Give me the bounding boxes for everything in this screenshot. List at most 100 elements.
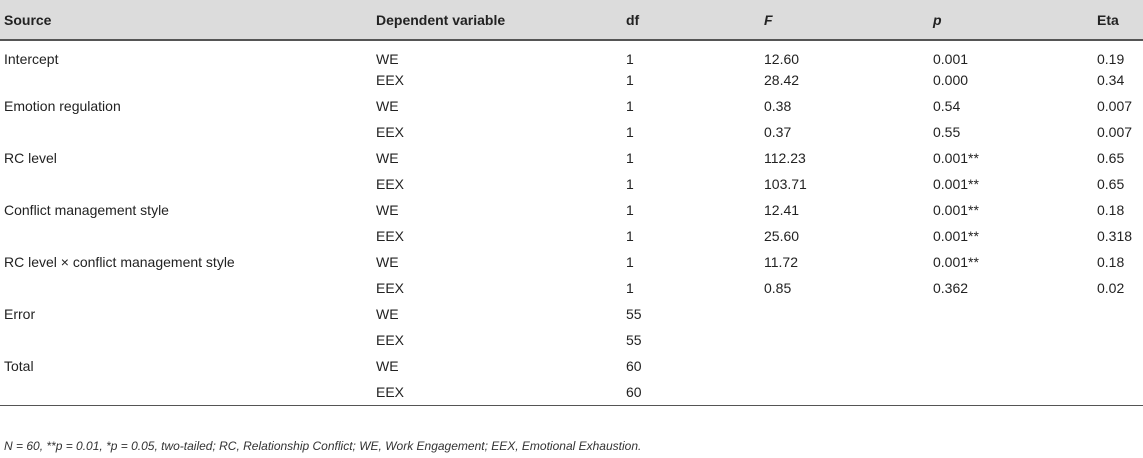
table-footnote: N = 60, **p = 0.01, *p = 0.05, two-taile…	[4, 439, 642, 453]
cell-f: 12.60	[764, 51, 800, 67]
cell-df: 1	[626, 228, 634, 244]
cell-eta: 0.18	[1097, 202, 1125, 218]
table-row: RC level × conflict management style WE 1 1…	[0, 249, 1143, 275]
cell-eta: 0.007	[1097, 124, 1133, 140]
cell-source: Total	[4, 358, 34, 374]
cell-p	[929, 327, 1093, 353]
table-row: EEX 60	[0, 379, 1143, 406]
cell-f: 25.60	[764, 228, 800, 244]
cell-f: 0.85	[764, 280, 792, 296]
cell-eta	[1093, 327, 1143, 353]
cell-eta: 0.02	[1097, 280, 1125, 296]
header-df: df	[622, 0, 760, 41]
cell-eta	[1093, 353, 1143, 379]
cell-p: 0.001**	[933, 202, 979, 218]
cell-dependent-variable: WE	[376, 51, 399, 67]
table-row: Intercept WE 1 12.60 0.001 0.19	[0, 40, 1143, 67]
cell-df: 1	[626, 150, 634, 166]
cell-f: 28.42	[764, 72, 800, 88]
anova-table: Source Dependent variable df F p Eta Int…	[0, 0, 1143, 406]
table-row: EEX 1 0.85 0.362 0.02	[0, 275, 1143, 301]
cell-dependent-variable: WE	[376, 358, 399, 374]
table-body: Intercept WE 1 12.60 0.001 0.19 EEX 1 28.42 0.000…	[0, 40, 1143, 406]
cell-source: Intercept	[4, 51, 59, 67]
cell-f	[760, 327, 929, 353]
cell-source	[0, 275, 372, 301]
cell-source: Conflict management style	[4, 202, 169, 218]
cell-f	[760, 379, 929, 406]
cell-source: RC level	[4, 150, 57, 166]
cell-eta: 0.34	[1097, 72, 1125, 88]
cell-df: 1	[626, 72, 634, 88]
cell-p: 0.001**	[933, 150, 979, 166]
table-row: EEX 1 103.71 0.001** 0.65	[0, 171, 1143, 197]
cell-df: 55	[626, 306, 642, 322]
cell-p: 0.001	[933, 51, 969, 67]
cell-p	[929, 301, 1093, 327]
cell-df: 55	[626, 332, 642, 348]
cell-df: 1	[626, 280, 634, 296]
cell-p	[929, 353, 1093, 379]
cell-f: 112.23	[764, 150, 806, 166]
cell-source	[0, 327, 372, 353]
cell-dependent-variable: EEX	[372, 379, 622, 406]
cell-eta: 0.19	[1097, 51, 1125, 67]
cell-f: 12.41	[764, 202, 800, 218]
cell-df: 1	[626, 202, 634, 218]
cell-f: 103.71	[764, 176, 807, 192]
cell-dependent-variable: EEX	[376, 228, 405, 244]
cell-p: 0.55	[933, 124, 961, 140]
cell-dependent-variable: WE	[376, 150, 399, 166]
cell-df: 1	[626, 254, 634, 270]
table-row: RC level WE 1 112.23 0.001** 0.65	[0, 145, 1143, 171]
cell-eta: 0.007	[1097, 98, 1133, 114]
header-source: Source	[0, 0, 372, 41]
cell-eta	[1093, 379, 1143, 406]
cell-dependent-variable: EEX	[376, 280, 405, 296]
cell-f	[760, 301, 929, 327]
cell-dependent-variable: WE	[376, 306, 399, 322]
cell-dependent-variable: WE	[376, 202, 399, 218]
header-eta: Eta	[1093, 0, 1143, 41]
cell-df: 60	[626, 358, 642, 374]
cell-eta: 0.65	[1097, 176, 1125, 192]
cell-p: 0.001**	[933, 228, 979, 244]
cell-dependent-variable: EEX	[376, 176, 405, 192]
cell-df: 1	[626, 51, 634, 67]
cell-p: 0.000	[933, 72, 969, 88]
table-row: Total WE 60	[0, 353, 1143, 379]
table-row: EEX 1 0.37 0.55 0.007	[0, 119, 1143, 145]
table-row: Emotion regulation WE 1 0.38 0.54 0.007	[0, 93, 1143, 119]
table-row: EEX 1 28.42 0.000 0.34	[0, 67, 1143, 93]
table-row: Conflict management style WE 1 12.41 0.001**…	[0, 197, 1143, 223]
cell-df: 1	[626, 98, 634, 114]
cell-source	[0, 119, 372, 145]
cell-eta	[1093, 301, 1143, 327]
cell-source	[0, 171, 372, 197]
cell-df: 1	[626, 124, 634, 140]
cell-p: 0.362	[933, 280, 969, 296]
cell-dependent-variable: EEX	[376, 332, 405, 348]
cell-p: 0.54	[933, 98, 961, 114]
cell-source	[0, 223, 372, 249]
cell-df: 1	[626, 176, 634, 192]
cell-f	[760, 353, 929, 379]
cell-f: 0.37	[764, 124, 792, 140]
table-row: EEX 55	[0, 327, 1143, 353]
cell-eta: 0.18	[1097, 254, 1125, 270]
cell-source	[0, 67, 372, 93]
header-dependent-variable: Dependent variable	[372, 0, 622, 41]
cell-eta: 0.65	[1097, 150, 1125, 166]
header-p: p	[929, 0, 1093, 41]
table-row: Error WE 55	[0, 301, 1143, 327]
cell-dependent-variable: EEX	[376, 72, 405, 88]
cell-f: 11.72	[764, 254, 798, 270]
cell-eta: 0.318	[1097, 228, 1133, 244]
table-header-row: Source Dependent variable df F p Eta	[0, 0, 1143, 41]
cell-f: 0.38	[764, 98, 792, 114]
cell-dependent-variable: WE	[376, 254, 399, 270]
header-f: F	[760, 0, 929, 41]
cell-p: 0.001**	[933, 254, 979, 270]
cell-source	[0, 379, 372, 406]
